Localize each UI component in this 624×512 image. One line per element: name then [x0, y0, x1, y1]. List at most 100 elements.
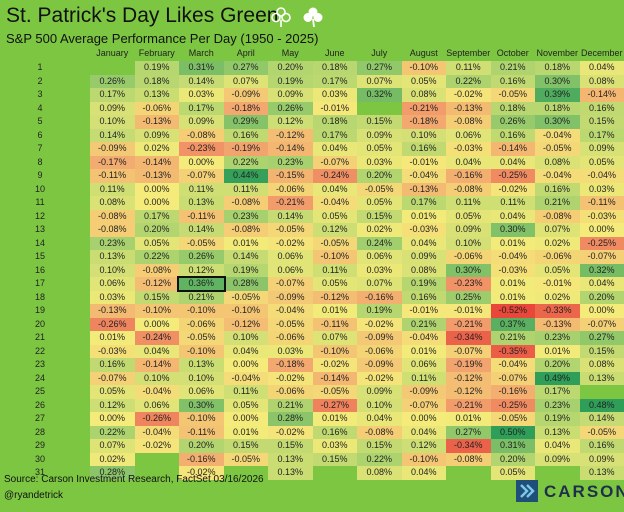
heatmap-cell: 0.08%	[535, 155, 580, 169]
day-label: 2	[37, 75, 43, 86]
heatmap-cell: 0.09%	[446, 223, 491, 237]
heatmap-cell: -0.06%	[268, 385, 313, 399]
heatmap-cell: -0.04%	[268, 304, 313, 318]
heatmap-cell: 0.05%	[312, 277, 357, 291]
heatmap-cell: 0.07%	[357, 74, 402, 88]
heatmap-cell: 0.27%	[223, 61, 268, 75]
heatmap-cell: 0.15%	[268, 439, 313, 453]
heatmap-cell: 0.01%	[312, 412, 357, 426]
heatmap-cell: 0.20%	[357, 169, 402, 183]
heatmap-cell: 0.18%	[535, 61, 580, 75]
heatmap-cell: 0.27%	[357, 61, 402, 75]
heatmap-cell: 0.17%	[579, 128, 624, 142]
heatmap-cell: 0.17%	[312, 128, 357, 142]
heatmap-cell: 0.03%	[90, 290, 135, 304]
month-header: June	[324, 48, 345, 58]
heatmap-cell: 0.05%	[357, 142, 402, 156]
heatmap-cell: 0.32%	[579, 263, 624, 277]
heatmap-cell: 0.00%	[579, 223, 624, 237]
heatmap-cell: 0.08%	[401, 88, 446, 102]
heatmap-cell: -0.02%	[357, 371, 402, 385]
heatmap-cell: 0.18%	[535, 101, 580, 115]
heatmap-cell: -0.02%	[490, 182, 535, 196]
heatmap-cell: 0.20%	[535, 358, 580, 372]
heatmap-cell: -0.05%	[535, 142, 580, 156]
heatmap-cell: -0.05%	[579, 425, 624, 439]
day-label: 22	[34, 345, 45, 356]
heatmap-cell: 0.24%	[357, 236, 402, 250]
heatmap-cell: 0.16%	[579, 101, 624, 115]
heatmap-cell: 0.08%	[357, 466, 402, 480]
heatmap-cell: 0.16%	[401, 290, 446, 304]
heatmap-cell: 0.28%	[268, 412, 313, 426]
heatmap-cell: 0.28%	[90, 466, 135, 480]
heatmap-cell: -0.04%	[490, 250, 535, 264]
heatmap-cell: 0.06%	[357, 250, 402, 264]
heatmap-cell: -0.03%	[446, 142, 491, 156]
heatmap-cell: 0.03%	[312, 439, 357, 453]
heatmap-cell: 0.04%	[357, 412, 402, 426]
heatmap-cell: -0.06%	[535, 250, 580, 264]
heatmap-cell: 0.17%	[401, 196, 446, 210]
heatmap-cell: -0.23%	[179, 142, 224, 156]
heatmap-cell: -0.05%	[490, 88, 535, 102]
heatmap-cell: 0.03%	[357, 263, 402, 277]
day-label: 1	[37, 62, 43, 72]
heatmap-cell: -0.01%	[312, 101, 357, 115]
heatmap-cell: -0.04%	[490, 358, 535, 372]
heatmap-cell: -0.10%	[312, 344, 357, 358]
heatmap-cell: 0.26%	[179, 250, 224, 264]
heatmap-cell: 0.31%	[179, 61, 224, 75]
heatmap-cell: -0.12%	[268, 128, 313, 142]
heatmap-cell: 0.09%	[579, 142, 624, 156]
heatmap-cell: 0.22%	[90, 425, 135, 439]
heatmap-cell: -0.07%	[446, 344, 491, 358]
heatmap-cell: 0.21%	[268, 398, 313, 412]
heatmap-cell: 0.03%	[579, 182, 624, 196]
heatmap-cell: -0.08%	[90, 223, 135, 237]
day-label: 16	[34, 264, 45, 275]
day-label: 12	[34, 210, 45, 221]
day-label: 18	[34, 291, 45, 302]
day-label: 29	[34, 440, 45, 450]
heatmap-cell: -0.03%	[90, 344, 135, 358]
heatmap-cell: 0.26%	[90, 74, 135, 88]
heatmap-cell: -0.14%	[268, 142, 313, 156]
heatmap-cell: -0.10%	[179, 304, 224, 318]
heatmap-cell: 0.17%	[90, 88, 135, 102]
heatmap-cell: 0.30%	[490, 223, 535, 237]
heatmap-cell: 0.50%	[490, 425, 535, 439]
heatmap-cell: 0.26%	[268, 101, 313, 115]
heatmap-cell: 0.16%	[223, 128, 268, 142]
heatmap-cell: -0.13%	[90, 304, 135, 318]
heatmap-cell: -0.35%	[490, 344, 535, 358]
month-header: August	[409, 48, 438, 58]
heatmap-cell: 0.10%	[134, 371, 179, 385]
heatmap-cell: 0.23%	[90, 236, 135, 250]
heatmap-cell: 0.23%	[535, 331, 580, 345]
heatmap-cell: 0.00%	[223, 412, 268, 426]
day-label: 14	[34, 237, 45, 248]
heatmap-cell: 0.04%	[401, 425, 446, 439]
heatmap-cell: 0.00%	[179, 155, 224, 169]
month-header: April	[236, 48, 255, 58]
heatmap-cell: -0.07%	[179, 169, 224, 183]
heatmap-cell: 0.00%	[134, 196, 179, 210]
heatmap-cell: 0.07%	[90, 439, 135, 453]
heatmap-cell: -0.08%	[446, 452, 491, 466]
heatmap-cell: 0.23%	[535, 398, 580, 412]
heatmap-cell: 0.01%	[490, 277, 535, 291]
heatmap-cell: 0.16%	[90, 358, 135, 372]
heatmap-cell: 0.21%	[490, 61, 535, 75]
heatmap-cell: 0.05%	[490, 466, 535, 480]
heatmap-cell: 0.09%	[401, 250, 446, 264]
heatmap-cell: -0.16%	[179, 452, 224, 466]
heatmap-cell: -0.52%	[490, 304, 535, 318]
heatmap-cell: 0.19%	[134, 61, 179, 75]
heatmap-cell: -0.19%	[223, 142, 268, 156]
heatmap-cell: 0.12%	[268, 115, 313, 129]
heatmap-cell: -0.11%	[90, 169, 135, 183]
heatmap-cell: -0.17%	[90, 155, 135, 169]
heatmap-cell: 0.15%	[579, 344, 624, 358]
heatmap-cell: 0.13%	[179, 358, 224, 372]
